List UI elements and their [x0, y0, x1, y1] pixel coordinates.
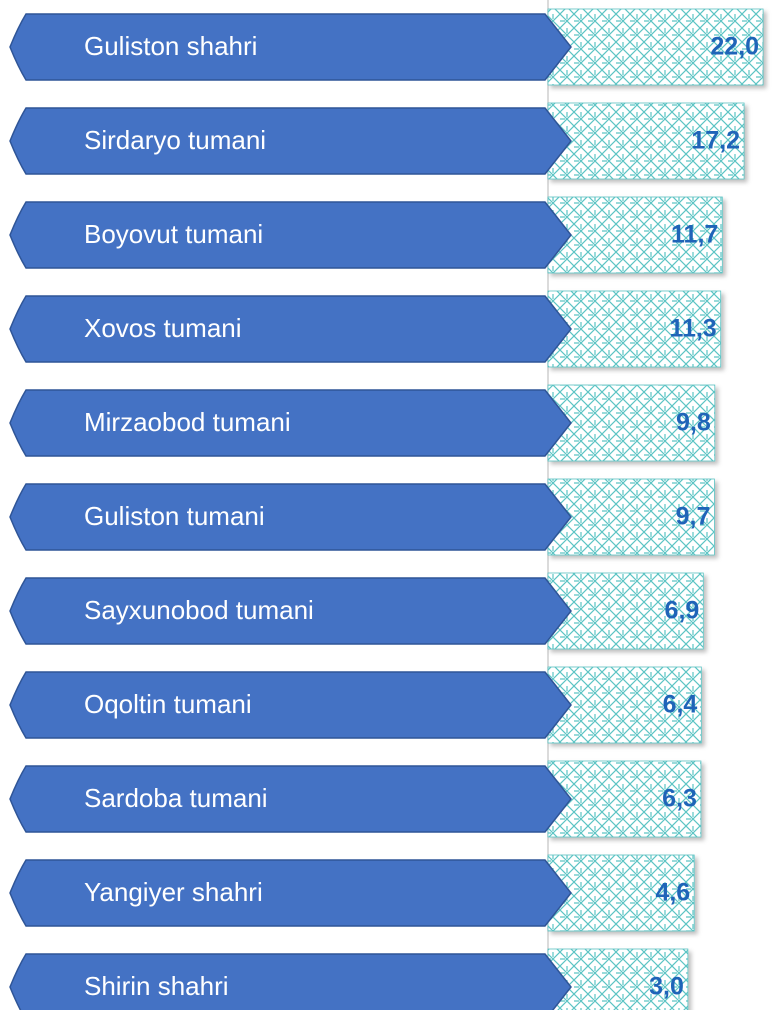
category-label: Xovos tumani: [84, 313, 242, 343]
category-banner: [9, 859, 572, 927]
category-banner: [9, 671, 572, 739]
bar: [547, 196, 723, 274]
category-label: Boyovut tumani: [84, 219, 263, 249]
category-label: Sirdaryo tumani: [84, 125, 266, 155]
category-banner: [9, 389, 572, 457]
category-banner: [9, 577, 572, 645]
bar: [547, 478, 715, 556]
category-label: Yangiyer shahri: [84, 877, 263, 907]
category-label: Guliston shahri: [84, 31, 257, 61]
category-label: Mirzaobod tumani: [84, 407, 291, 437]
bar: [547, 948, 689, 1010]
value-label: 11,7: [671, 221, 718, 249]
category-banner: [9, 13, 572, 81]
bar: [547, 290, 722, 368]
category-banner: [9, 765, 572, 833]
category-banner: [9, 483, 572, 551]
value-label: 4,6: [655, 879, 690, 907]
value-label: 3,0: [649, 973, 684, 1001]
bar: [547, 572, 704, 650]
value-label: 22,0: [710, 33, 759, 61]
category-banner: [9, 295, 572, 363]
value-label: 6,3: [662, 785, 697, 813]
value-label: 17,2: [691, 127, 740, 155]
category-banner: [9, 107, 572, 175]
category-label: Guliston tumani: [84, 501, 265, 531]
value-label: 9,7: [676, 503, 711, 531]
category-label: Shirin shahri: [84, 971, 229, 1001]
value-label: 6,4: [663, 691, 698, 719]
value-label: 6,9: [665, 597, 700, 625]
bar: [547, 854, 695, 932]
category-banner: [9, 953, 572, 1010]
value-label: 9,8: [676, 409, 711, 437]
category-label: Oqoltin tumani: [84, 689, 252, 719]
value-label: 11,3: [669, 315, 716, 343]
bar: [547, 384, 716, 462]
bar: [547, 8, 764, 86]
category-label: Sardoba tumani: [84, 783, 268, 813]
bar: [547, 666, 702, 744]
category-label: Sayxunobod tumani: [84, 595, 314, 625]
category-banner: [9, 201, 572, 269]
